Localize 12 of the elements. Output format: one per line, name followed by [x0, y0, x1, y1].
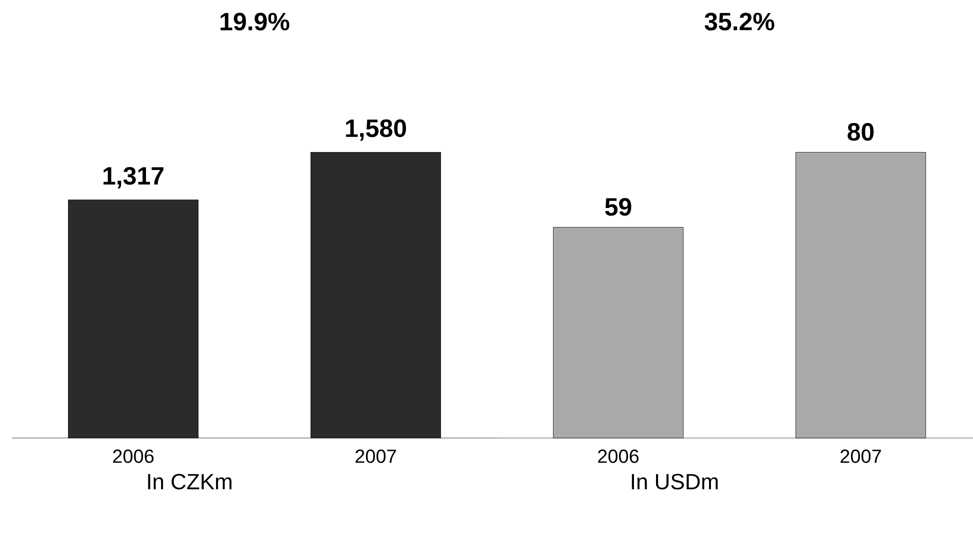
x-tick-label: 2007 [840, 450, 881, 463]
x-tick-label: 2006 [113, 450, 154, 463]
data-label: 1,317 [104, 166, 164, 188]
x-axis-title: In USDm [632, 474, 718, 490]
data-label: 59 [605, 198, 632, 216]
x-tick-label: 2006 [598, 450, 639, 463]
x-axis-title: In CZKm [148, 474, 232, 490]
text: 19.9% [220, 12, 290, 30]
text: 35.2% [704, 12, 774, 30]
data-label: 1,580 [346, 119, 406, 141]
x-tick-label: 2007 [356, 450, 396, 463]
data-label: 80 [848, 123, 874, 141]
